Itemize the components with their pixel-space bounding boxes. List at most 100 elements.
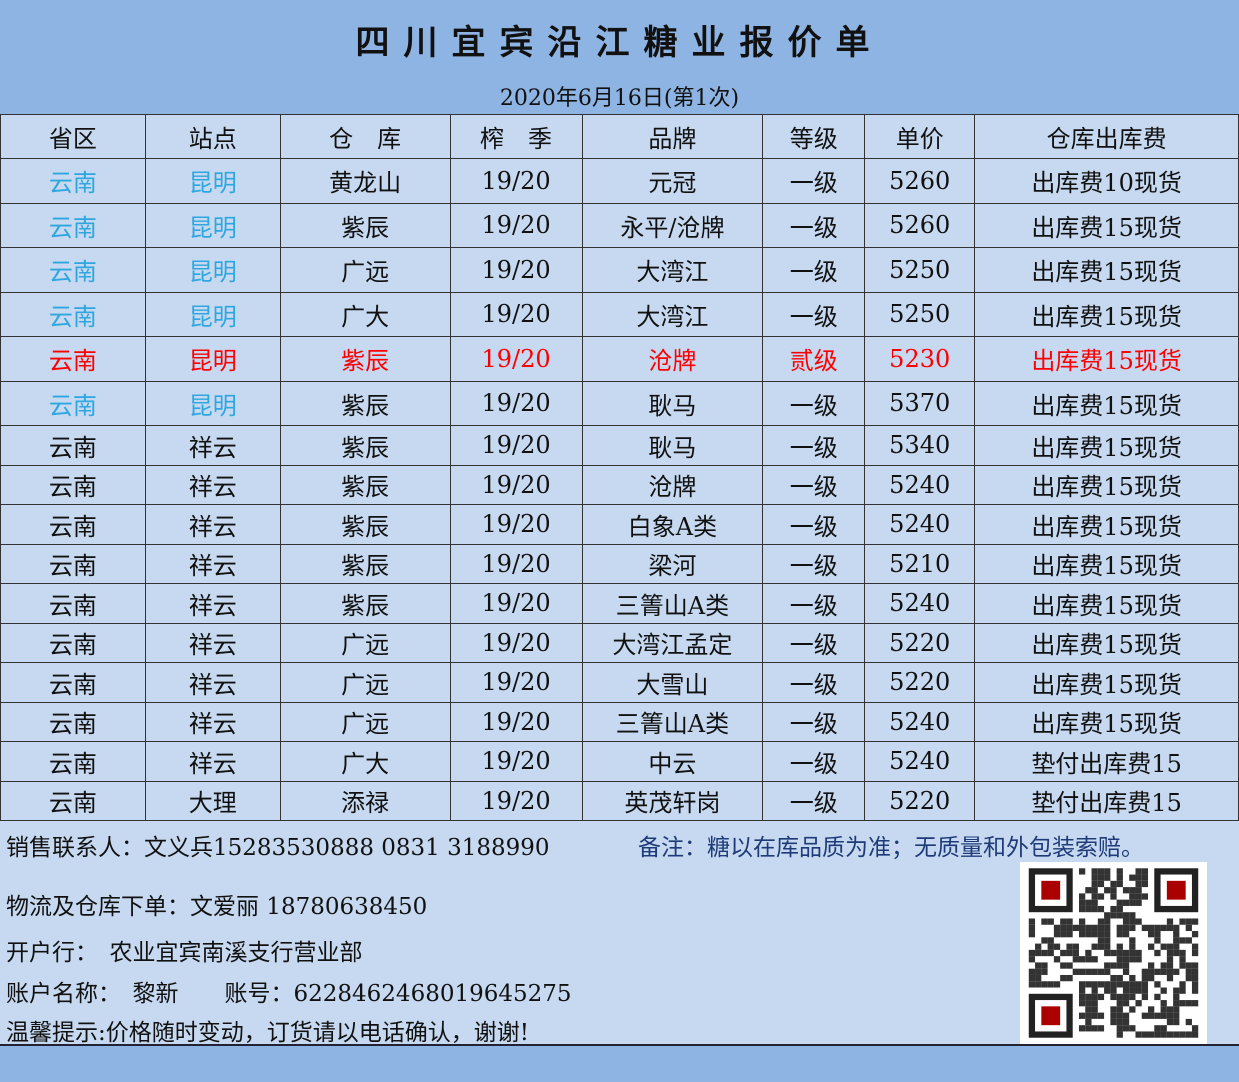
cell-fee: 出库费15现货: [974, 336, 1239, 382]
table-row: 云南 昆明 广远 19/20 大湾江 一级 5250 出库费15现货: [0, 247, 1239, 293]
cell-station: 祥云: [144, 583, 281, 624]
cell-province: 云南: [0, 543, 146, 584]
cell-price: 5240: [864, 583, 976, 624]
cell-province: 云南: [0, 158, 146, 204]
page-title: 四川宜宾沿江糖业报价单: [0, 0, 1239, 78]
cell-province: 云南: [0, 202, 146, 248]
cell-grade: 一级: [762, 662, 866, 703]
cell-province: 云南: [0, 583, 146, 624]
cell-warehouse: 紫辰: [279, 464, 451, 505]
table-row: 云南 祥云 广大 19/20 中云 一级 5240 垫付出库费15: [0, 741, 1239, 782]
table-row: 云南 祥云 紫辰 19/20 三箐山A类 一级 5240 出库费15现货: [0, 583, 1239, 624]
cell-grade: 一级: [762, 380, 866, 426]
col-warehouse: 仓 库: [279, 114, 451, 159]
cell-season: 19/20: [449, 741, 583, 782]
cell-station: 昆明: [144, 158, 281, 204]
table-header: 省区 站点 仓 库 榨 季 品牌 等级 单价 仓库出库费: [0, 114, 1239, 159]
cell-station: 昆明: [144, 247, 281, 293]
table-row: 云南 昆明 紫辰 19/20 永平/沧牌 一级 5260 出库费15现货: [0, 202, 1239, 248]
bottom-band: [0, 1044, 1239, 1082]
cell-fee: 出库费15现货: [974, 622, 1239, 663]
cell-brand: 元冠: [581, 158, 764, 204]
cell-grade: 一级: [762, 247, 866, 293]
cell-grade: 一级: [762, 741, 866, 782]
cell-price: 5370: [864, 380, 976, 426]
col-price: 单价: [864, 114, 976, 159]
col-station: 站点: [144, 114, 281, 159]
cell-province: 云南: [0, 701, 146, 742]
cell-season: 19/20: [449, 583, 583, 624]
cell-brand: 大湾江孟定: [581, 622, 764, 663]
cell-season: 19/20: [449, 622, 583, 663]
table-row: 云南 昆明 紫辰 19/20 沧牌 贰级 5230 出库费15现货: [0, 336, 1239, 382]
cell-warehouse: 紫辰: [279, 543, 451, 584]
cell-station: 昆明: [144, 380, 281, 426]
cell-province: 云南: [0, 425, 146, 466]
cell-grade: 一级: [762, 583, 866, 624]
cell-station: 祥云: [144, 741, 281, 782]
cell-warehouse: 广远: [279, 662, 451, 703]
cell-season: 19/20: [449, 662, 583, 703]
cell-season: 19/20: [449, 464, 583, 505]
cell-season: 19/20: [449, 158, 583, 204]
cell-grade: 一级: [762, 158, 866, 204]
cell-season: 19/20: [449, 425, 583, 466]
table-row: 云南 祥云 广远 19/20 大湾江孟定 一级 5220 出库费15现货: [0, 622, 1239, 663]
cell-season: 19/20: [449, 543, 583, 584]
col-grade: 等级: [762, 114, 866, 159]
cell-grade: 一级: [762, 543, 866, 584]
cell-station: 祥云: [144, 662, 281, 703]
cell-fee: 出库费15现货: [974, 543, 1239, 584]
qr-code-icon: [1020, 862, 1207, 1044]
table-row: 云南 祥云 广远 19/20 三箐山A类 一级 5240 出库费15现货: [0, 701, 1239, 742]
cell-warehouse: 添禄: [279, 780, 451, 821]
logistics-contact: 物流及仓库下单：文爱丽 18780638450: [6, 894, 428, 920]
cell-province: 云南: [0, 741, 146, 782]
cell-brand: 大雪山: [581, 662, 764, 703]
cell-fee: 出库费15现货: [974, 583, 1239, 624]
cell-province: 云南: [0, 622, 146, 663]
cell-season: 19/20: [449, 780, 583, 821]
cell-grade: 贰级: [762, 336, 866, 382]
account-info: 账户名称： 黎新 账号：6228462468019645275: [6, 981, 572, 1007]
cell-warehouse: 广大: [279, 741, 451, 782]
cell-price: 5260: [864, 158, 976, 204]
cell-price: 5240: [864, 504, 976, 545]
cell-grade: 一级: [762, 291, 866, 337]
cell-season: 19/20: [449, 202, 583, 248]
cell-warehouse: 广大: [279, 291, 451, 337]
cell-grade: 一级: [762, 780, 866, 821]
cell-price: 5250: [864, 291, 976, 337]
cell-brand: 永平/沧牌: [581, 202, 764, 248]
col-fee: 仓库出库费: [974, 114, 1239, 159]
cell-price: 5260: [864, 202, 976, 248]
cell-fee: 出库费15现货: [974, 504, 1239, 545]
cell-warehouse: 紫辰: [279, 583, 451, 624]
cell-price: 5340: [864, 425, 976, 466]
cell-station: 大理: [144, 780, 281, 821]
cell-fee: 出库费15现货: [974, 291, 1239, 337]
table-row: 云南 祥云 紫辰 19/20 沧牌 一级 5240 出库费15现货: [0, 464, 1239, 505]
cell-province: 云南: [0, 380, 146, 426]
cell-fee: 出库费15现货: [974, 202, 1239, 248]
cell-grade: 一级: [762, 202, 866, 248]
cell-price: 5240: [864, 464, 976, 505]
cell-province: 云南: [0, 291, 146, 337]
cell-brand: 三箐山A类: [581, 583, 764, 624]
cell-grade: 一级: [762, 464, 866, 505]
table-row: 云南 昆明 广大 19/20 大湾江 一级 5250 出库费15现货: [0, 291, 1239, 337]
cell-station: 祥云: [144, 543, 281, 584]
cell-grade: 一级: [762, 425, 866, 466]
cell-season: 19/20: [449, 504, 583, 545]
table-row: 云南 昆明 黄龙山 19/20 元冠 一级 5260 出库费10现货: [0, 158, 1239, 204]
cell-season: 19/20: [449, 291, 583, 337]
cell-brand: 耿马: [581, 425, 764, 466]
cell-province: 云南: [0, 662, 146, 703]
cell-station: 祥云: [144, 425, 281, 466]
cell-price: 5220: [864, 662, 976, 703]
col-brand: 品牌: [581, 114, 764, 159]
cell-station: 昆明: [144, 291, 281, 337]
cell-fee: 出库费15现货: [974, 380, 1239, 426]
cell-warehouse: 广远: [279, 701, 451, 742]
cell-season: 19/20: [449, 336, 583, 382]
